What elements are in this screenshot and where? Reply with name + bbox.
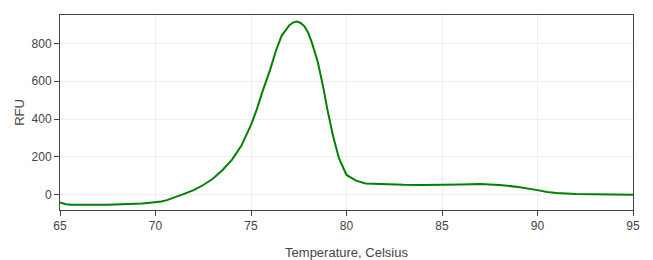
svg-text:Temperature, Celsius: Temperature, Celsius [285,245,408,260]
svg-text:800: 800 [32,37,52,51]
svg-text:95: 95 [626,219,640,233]
svg-text:0: 0 [45,188,52,202]
svg-text:75: 75 [244,219,258,233]
svg-text:85: 85 [435,219,449,233]
svg-text:600: 600 [32,74,52,88]
svg-text:70: 70 [149,219,163,233]
svg-text:80: 80 [340,219,354,233]
svg-text:RFU: RFU [12,99,27,126]
svg-text:400: 400 [32,112,52,126]
svg-text:200: 200 [32,150,52,164]
svg-text:90: 90 [531,219,545,233]
svg-text:65: 65 [53,219,67,233]
